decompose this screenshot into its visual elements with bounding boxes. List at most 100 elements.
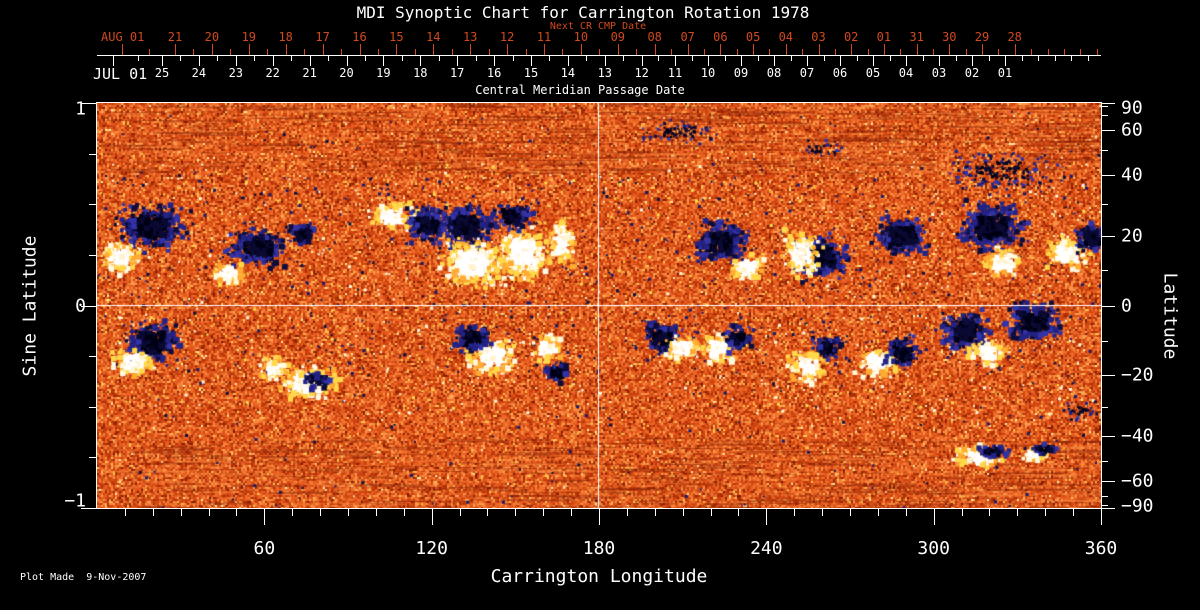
red-axis-day-tick: [654, 44, 656, 55]
bottom-axis-tick: [877, 508, 879, 516]
white-axis-half-day-tick: [790, 55, 792, 61]
white-axis-half-day-tick: [401, 55, 403, 61]
white-axis-half-day-tick: [1021, 55, 1023, 61]
bottom-axis-tick: [654, 508, 656, 516]
red-axis-half-day-tick: [193, 49, 195, 55]
white-axis-half-day-tick: [1071, 55, 1072, 61]
white-axis-day-tick: [346, 55, 348, 66]
red-axis-half-day-tick: [769, 49, 771, 55]
white-axis-day-label: 17: [449, 66, 465, 80]
white-axis-half-day-tick: [691, 55, 693, 61]
red-axis-day-label: 14: [426, 30, 441, 44]
white-axis-day-label: 11: [667, 66, 683, 80]
red-axis-day-label: 04: [778, 30, 794, 44]
red-axis-half-day-tick: [304, 49, 306, 55]
bottom-axis-tick: [682, 508, 684, 516]
bottom-axis-tick: [1045, 508, 1047, 516]
red-axis-half-day-tick: [1063, 49, 1065, 55]
bottom-axis-title: Carrington Longitude: [490, 566, 708, 587]
red-axis-day-label: 05: [745, 30, 761, 44]
white-axis-half-day-tick: [291, 55, 293, 61]
left-axis-title: Sine Latitude: [19, 235, 41, 377]
bottom-tick-label: 300: [917, 538, 950, 559]
white-axis-day-label: 18: [413, 66, 428, 80]
red-axis-day-tick: [883, 44, 885, 55]
red-axis-day-label: 09: [610, 30, 626, 44]
red-axis-day-label: 28: [1007, 30, 1022, 44]
white-axis-day-tick: [741, 55, 742, 66]
white-axis-half-day-tick: [1087, 55, 1089, 61]
bottom-axis-tick: [403, 508, 405, 516]
white-axis-half-day-tick: [889, 55, 891, 61]
red-axis-day-label: 08: [647, 30, 662, 44]
bottom-axis-tick: [180, 508, 182, 516]
white-axis-half-day-tick: [623, 55, 625, 61]
right-tick-label: 0: [1121, 295, 1132, 316]
left-axis-tick: [89, 153, 97, 155]
red-axis-half-day-tick: [341, 49, 343, 55]
right-tick-label: 40: [1121, 164, 1143, 186]
magnetogram-map: [97, 103, 1101, 508]
white-axis-half-day-tick: [856, 55, 858, 61]
white-axis-half-day-tick: [658, 55, 660, 61]
bottom-axis-tick: [1017, 508, 1019, 516]
bottom-axis-tick: [850, 508, 851, 516]
white-axis-day-label: 12: [634, 66, 649, 80]
red-axis-day-label: 01: [876, 30, 892, 44]
red-axis-half-day-tick: [671, 49, 673, 55]
red-axis-day-label: 10: [573, 30, 589, 44]
right-axis-tick: [1101, 270, 1108, 272]
bottom-axis-tick: [236, 508, 238, 516]
red-axis-day-tick: [851, 44, 853, 55]
white-axis-day-label: 08: [766, 66, 782, 80]
red-axis-day-tick: [818, 44, 820, 55]
red-axis-day-tick: [580, 44, 582, 55]
bottom-axis-tick: [515, 508, 517, 516]
red-axis-month-label: AUG 01: [101, 30, 145, 44]
white-axis-day-tick: [774, 55, 775, 66]
right-axis-tick: [1101, 495, 1108, 497]
white-axis-day-label: 09: [733, 66, 749, 80]
white-axis-day-label: 15: [523, 66, 539, 80]
red-axis-day-tick: [785, 44, 787, 55]
red-axis-day-tick: [1014, 44, 1016, 55]
bottom-tick-label: 120: [415, 538, 448, 559]
left-axis-tick: [89, 406, 97, 408]
white-axis-day-label: 19: [376, 66, 391, 80]
white-axis-day-label: 24: [191, 66, 207, 80]
red-axis-half-day-tick: [230, 49, 232, 55]
bottom-axis-tick: [487, 508, 489, 516]
bottom-axis-tick: [989, 508, 991, 516]
white-axis-day-tick: [457, 55, 459, 66]
bottom-axis-tick: [822, 508, 824, 516]
red-axis-day-label: 07: [680, 30, 695, 44]
white-axis-half-day-tick: [180, 55, 182, 61]
white-axis-day-tick: [873, 55, 874, 66]
red-axis-day-label: 30: [942, 30, 957, 44]
right-axis-tick: [1101, 130, 1115, 132]
red-axis-half-day-tick: [451, 49, 453, 55]
red-axis-half-day-tick: [377, 49, 379, 55]
red-axis-day-tick: [322, 44, 324, 55]
white-axis-half-day-tick: [512, 55, 514, 61]
right-axis-tick: [1101, 480, 1115, 482]
right-axis-tick: [1101, 236, 1115, 238]
white-axis-half-day-tick: [955, 55, 957, 61]
red-axis-day-tick: [617, 44, 619, 55]
bottom-axis-tick: [375, 508, 377, 516]
white-axis-day-tick: [309, 55, 311, 66]
red-axis-day-tick: [433, 44, 435, 55]
red-axis-day-tick: [175, 44, 176, 55]
left-tick-label: −1: [64, 490, 86, 512]
bottom-axis-tick: [348, 508, 349, 516]
right-tick-label: 60: [1121, 119, 1143, 141]
white-axis-day-label: 23: [228, 66, 244, 80]
red-axis-half-day-tick: [998, 49, 1000, 55]
white-axis-day-label: 16: [486, 66, 502, 80]
right-axis-tick: [1101, 175, 1115, 177]
right-axis-tick: [1101, 340, 1108, 342]
white-axis-day-label: 04: [898, 66, 914, 80]
red-axis-day-label: 12: [499, 30, 515, 44]
left-tick-label: 1: [75, 98, 86, 120]
